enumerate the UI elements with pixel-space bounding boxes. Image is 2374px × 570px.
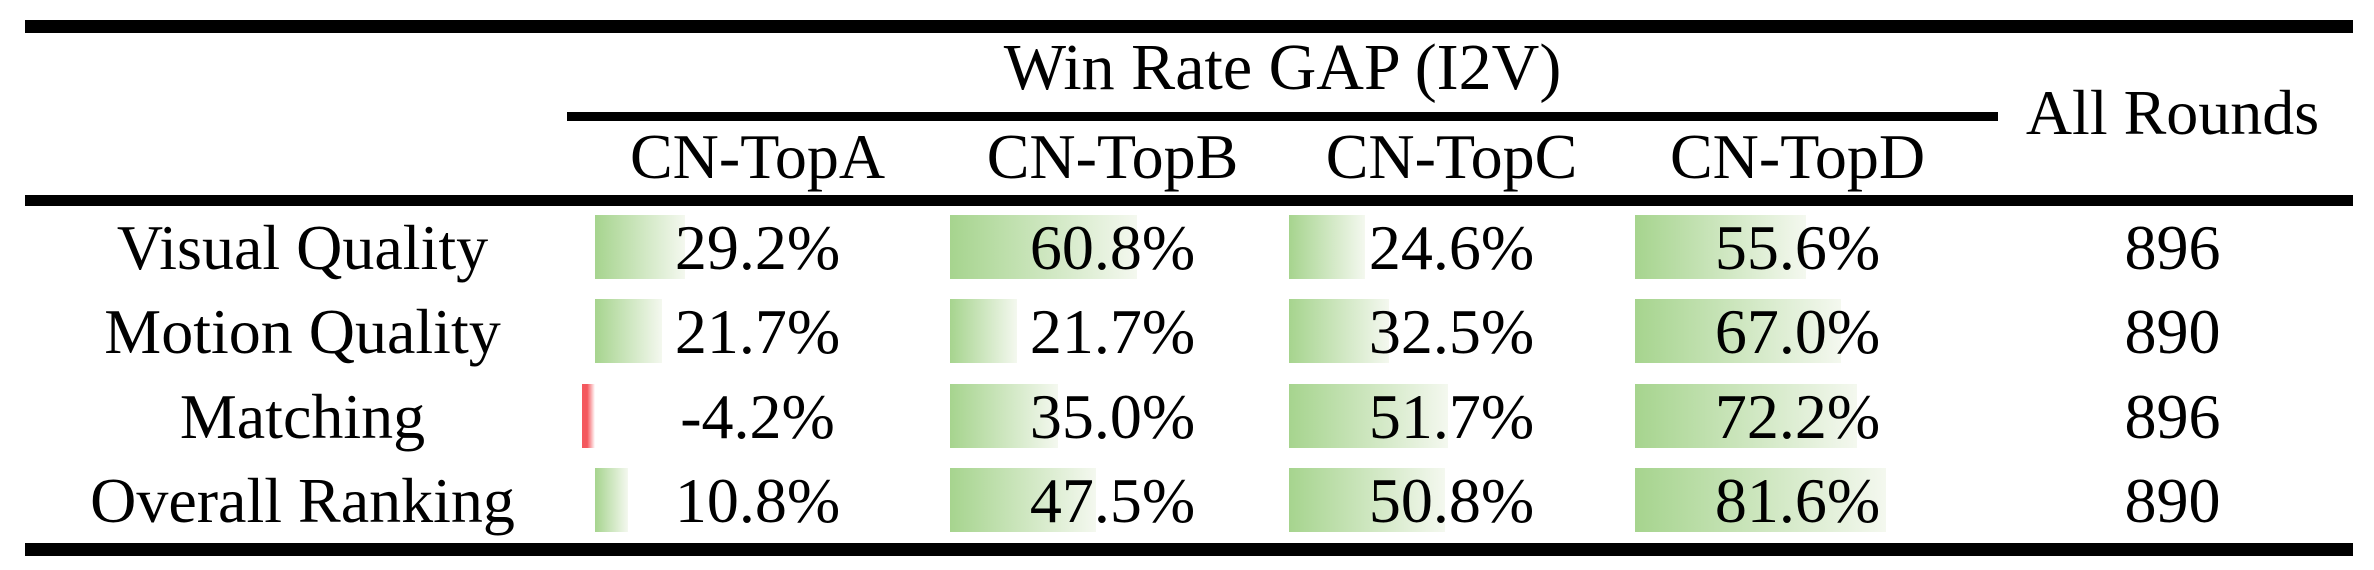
table-cell: -4.2% <box>582 375 930 459</box>
win-rate-bar <box>1635 384 1858 448</box>
win-rate-bar <box>595 215 685 279</box>
table-cell: 47.5% <box>940 459 1285 543</box>
cell-value: 51.7% <box>1368 381 1535 452</box>
cell-value: 32.5% <box>1368 296 1535 367</box>
cell-value: 21.7% <box>1029 296 1196 367</box>
table-cell: 10.8% <box>585 459 930 543</box>
table-cell: 67.0% <box>1625 290 1970 374</box>
table-cell: 81.6% <box>1625 459 1970 543</box>
column-header-all-rounds: All Rounds <box>2025 77 2320 148</box>
win-rate-bar <box>1635 299 1842 363</box>
win-rate-bar <box>1289 384 1449 448</box>
cell-value: 50.8% <box>1368 465 1535 536</box>
table-cell: 29.2% <box>585 206 930 290</box>
cell-value: 24.6% <box>1368 212 1535 283</box>
cell-value: 21.7% <box>674 296 841 367</box>
table-cell: 21.7% <box>940 290 1285 374</box>
table-cell: 35.0% <box>940 375 1285 459</box>
table-row: Motion Quality 21.7% 21.7% 32.5% 67.0% 8… <box>0 290 2374 374</box>
cell-value: 47.5% <box>1029 465 1196 536</box>
all-rounds-value: 896 <box>2124 381 2221 452</box>
win-rate-bar <box>950 384 1058 448</box>
table-row: Matching -4.2% 35.0% 51.7% 72.2% 896 <box>0 375 2374 459</box>
column-header-cn-topd: CN-TopD <box>1669 121 1926 192</box>
win-rate-bar <box>950 299 1017 363</box>
win-rate-bar <box>595 299 662 363</box>
row-label: Visual Quality <box>116 212 489 283</box>
table-cell: 55.6% <box>1625 206 1970 290</box>
win-rate-bar <box>595 468 629 532</box>
cell-value: 72.2% <box>1714 381 1881 452</box>
column-header-cn-topa: CN-TopA <box>629 121 886 192</box>
table-cell: 60.8% <box>940 206 1285 290</box>
row-label: Matching <box>179 381 426 452</box>
column-header-cn-topb: CN-TopB <box>986 121 1239 192</box>
win-rate-bar <box>1289 215 1365 279</box>
table-cell: 72.2% <box>1625 375 1970 459</box>
table-rule-top <box>25 20 2353 33</box>
win-rate-bar <box>1289 299 1390 363</box>
all-rounds-value: 890 <box>2124 465 2221 536</box>
row-label: Motion Quality <box>104 296 501 367</box>
group-header-underline <box>567 112 1998 121</box>
table-cell: 32.5% <box>1279 290 1624 374</box>
win-rate-bar <box>950 215 1138 279</box>
win-rate-bar <box>1635 215 1807 279</box>
table-cell: 21.7% <box>585 290 930 374</box>
table-cell: 50.8% <box>1279 459 1624 543</box>
table-row: Overall Ranking 10.8% 47.5% 50.8% 81.6% … <box>0 459 2374 543</box>
table-rule-header <box>25 195 2353 206</box>
cell-value: 29.2% <box>674 212 841 283</box>
all-rounds-value: 896 <box>2124 212 2221 283</box>
win-rate-bar <box>1635 468 1887 532</box>
table-row: Visual Quality 29.2% 60.8% 24.6% 55.6% 8… <box>0 206 2374 290</box>
win-rate-bar <box>950 468 1097 532</box>
cell-value: 55.6% <box>1714 212 1881 283</box>
group-header-title: Win Rate GAP (I2V) <box>1003 31 1562 104</box>
row-label: Overall Ranking <box>90 465 515 536</box>
cell-value: 67.0% <box>1714 296 1881 367</box>
win-rate-bar-negative <box>582 384 595 448</box>
cell-value: 81.6% <box>1714 465 1881 536</box>
cell-value: 10.8% <box>674 465 841 536</box>
table-cell: 51.7% <box>1279 375 1624 459</box>
win-rate-bar <box>1289 468 1446 532</box>
all-rounds-value: 890 <box>2124 296 2221 367</box>
column-header-cn-topc: CN-TopC <box>1325 121 1578 192</box>
table-cell: 24.6% <box>1279 206 1624 290</box>
cell-value: 60.8% <box>1029 212 1196 283</box>
table-rule-bottom <box>25 543 2353 556</box>
cell-value: 35.0% <box>1029 381 1196 452</box>
cell-value: -4.2% <box>680 381 835 452</box>
